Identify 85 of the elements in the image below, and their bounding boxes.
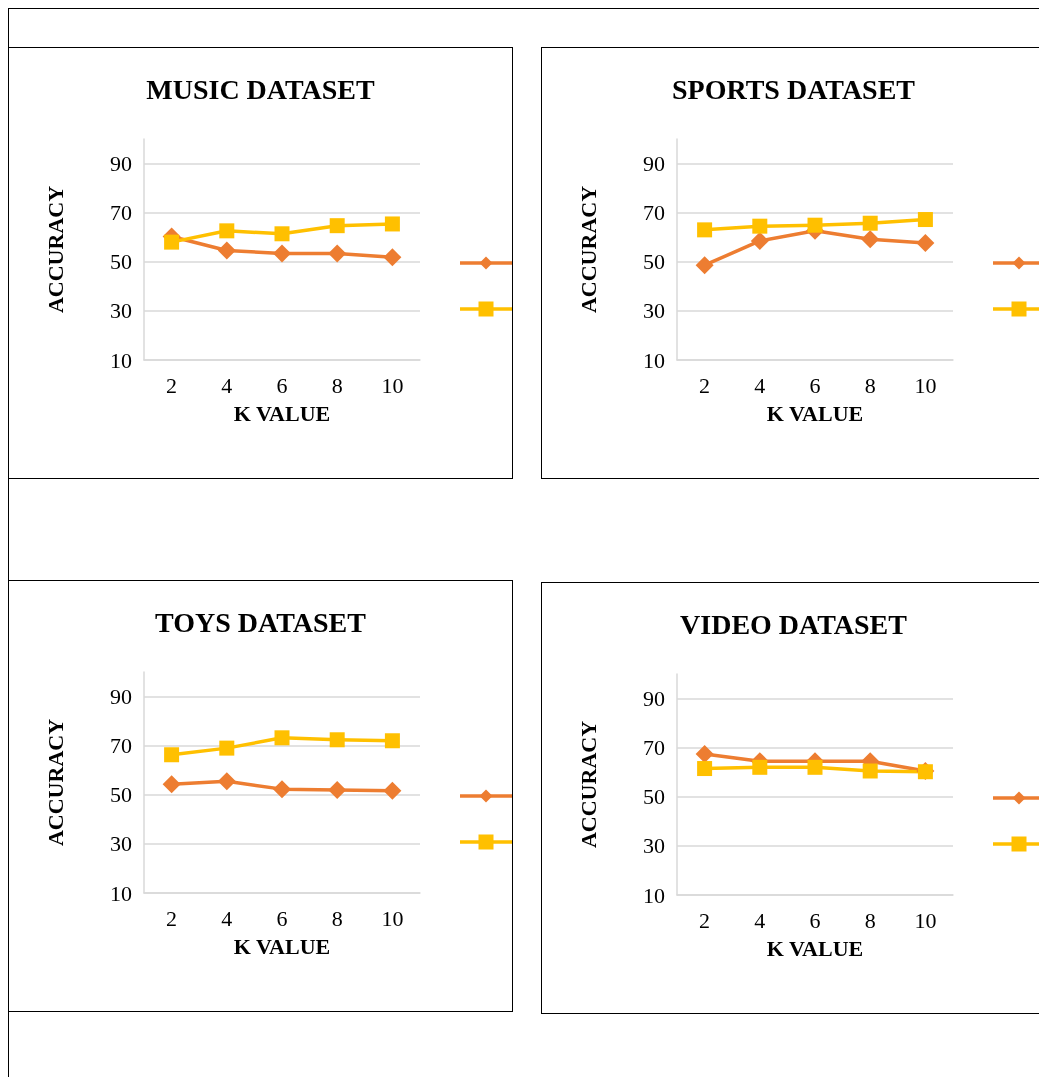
x-tick-label: 8 [864, 907, 876, 933]
x-tick-label: 2 [699, 372, 711, 398]
point [329, 732, 345, 748]
y-tick-label: 90 [643, 686, 665, 712]
point [328, 781, 347, 800]
point [273, 780, 291, 799]
x-tick-label: 4 [221, 372, 233, 398]
x-tick-label: 6 [809, 907, 821, 933]
x-tick-label: 8 [331, 372, 343, 398]
point [697, 761, 713, 777]
y-tick-label: 30 [643, 833, 665, 859]
y-tick-label: 30 [643, 298, 665, 324]
point [217, 241, 236, 260]
chart-title: SPORTS DATASET [671, 73, 916, 105]
point [383, 248, 402, 267]
x-tick-label: 8 [331, 905, 343, 931]
y-tick-label: 90 [110, 151, 132, 177]
chart-title: MUSIC DATASET [146, 73, 376, 105]
y-tick-label: 50 [643, 784, 665, 810]
y-tick-label: 70 [110, 200, 132, 226]
point [164, 234, 180, 250]
point [273, 244, 291, 263]
point [217, 772, 236, 791]
point [861, 230, 880, 249]
point [916, 234, 935, 253]
point [162, 775, 181, 794]
x-tick-label: 10 [381, 905, 404, 931]
x-tick-label: 4 [754, 907, 766, 933]
point [274, 730, 290, 746]
y-tick-label: 90 [110, 684, 132, 710]
y-axis-title: ACCURACY [42, 185, 68, 314]
y-axis-title: ACCURACY [575, 185, 601, 314]
point [695, 256, 714, 275]
y-tick-label: 50 [643, 249, 665, 275]
point [328, 244, 347, 263]
x-tick-label: 2 [166, 905, 178, 931]
y-tick-label: 70 [110, 733, 132, 759]
chart-title: TOYS DATASET [155, 606, 367, 638]
point [752, 759, 768, 775]
y-axis-title: ACCURACY [42, 718, 68, 847]
point [862, 763, 878, 779]
y-tick-label: 10 [110, 347, 132, 373]
point [384, 733, 400, 749]
point [219, 740, 235, 756]
y-tick-label: 30 [110, 831, 132, 857]
chart-title: VIDEO DATASET [680, 608, 908, 640]
x-axis-title: K VALUE [766, 400, 864, 426]
x-tick-label: 10 [914, 372, 937, 398]
y-tick-label: 50 [110, 782, 132, 808]
point [750, 231, 769, 250]
x-tick-label: 10 [381, 372, 404, 398]
x-axis-title: K VALUE [233, 400, 331, 426]
point [383, 781, 402, 800]
x-tick-label: 6 [809, 372, 821, 398]
x-tick-label: 2 [166, 372, 178, 398]
x-axis-title: K VALUE [766, 935, 864, 961]
point [219, 223, 235, 239]
point [862, 215, 878, 231]
y-tick-label: 10 [110, 880, 132, 906]
y-tick-label: 70 [643, 735, 665, 761]
x-tick-label: 10 [914, 907, 937, 933]
y-tick-label: 70 [643, 200, 665, 226]
y-tick-label: 10 [643, 347, 665, 373]
x-tick-label: 6 [276, 905, 288, 931]
y-axis-title: ACCURACY [575, 720, 601, 849]
point [807, 217, 823, 233]
x-tick-label: 2 [699, 907, 711, 933]
point [329, 218, 345, 234]
point [752, 218, 768, 234]
x-tick-label: 4 [754, 372, 766, 398]
x-axis-title: K VALUE [233, 933, 331, 959]
y-tick-label: 50 [110, 249, 132, 275]
point [274, 226, 290, 242]
point [697, 222, 713, 238]
x-tick-label: 4 [221, 905, 233, 931]
y-tick-label: 30 [110, 298, 132, 324]
point [164, 747, 180, 763]
y-tick-label: 10 [643, 882, 665, 908]
point [917, 212, 933, 228]
y-tick-label: 90 [643, 151, 665, 177]
point [695, 745, 714, 764]
x-tick-label: 6 [276, 372, 288, 398]
point [384, 216, 400, 232]
point [807, 759, 823, 775]
x-tick-label: 8 [864, 372, 876, 398]
